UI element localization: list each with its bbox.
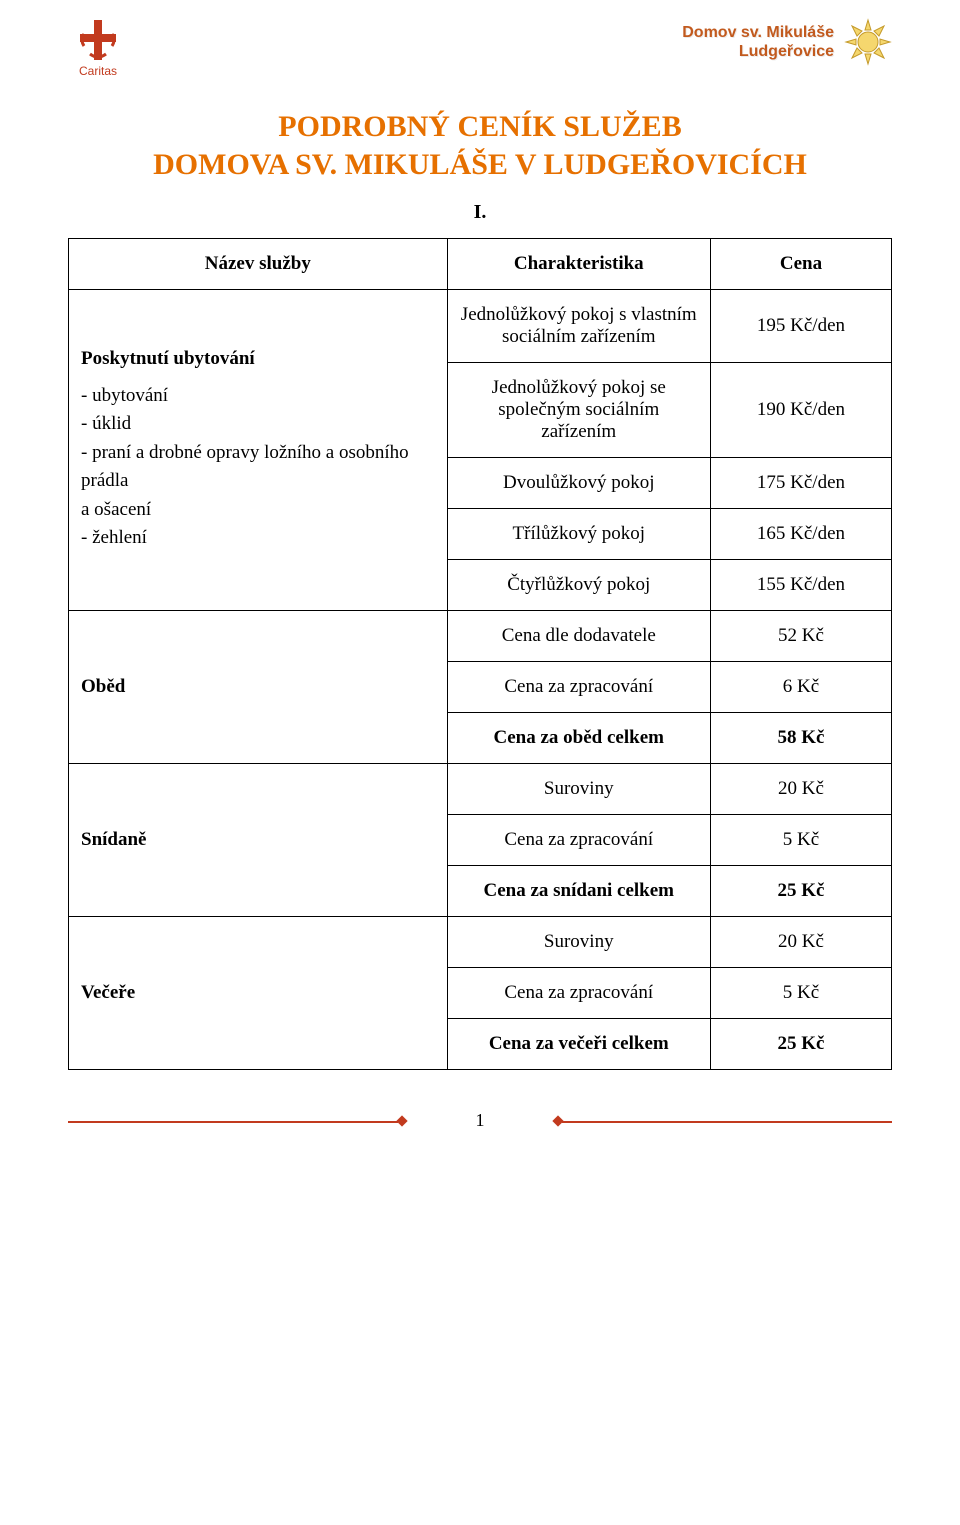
svc-dinner-name: Večeře bbox=[69, 917, 448, 1070]
svc-accommodation-desc: - ubytování - úklid - praní a drobné opr… bbox=[81, 382, 435, 553]
dinner-price-0: 20 Kč bbox=[710, 917, 891, 968]
acc-price-1: 190 Kč/den bbox=[710, 363, 891, 458]
title-block: PODROBNÝ CENÍK SLUŽEB DOMOVA SV. MIKULÁŠ… bbox=[68, 108, 892, 224]
breakfast-char-2: Cena za snídani celkem bbox=[447, 866, 710, 917]
caritas-label: Caritas bbox=[68, 64, 128, 78]
header-right: Domov sv. Mikuláše Ludgeřovice bbox=[682, 18, 892, 66]
desc-line: - ubytování bbox=[81, 382, 435, 411]
breakfast-price-0: 20 Kč bbox=[710, 764, 891, 815]
table-row: Snídaně Suroviny 20 Kč bbox=[69, 764, 892, 815]
acc-char-2: Dvoulůžkový pokoj bbox=[447, 458, 710, 509]
header: Caritas Domov sv. Mikuláše Ludgeřovice bbox=[68, 18, 892, 78]
acc-char-3: Třílůžkový pokoj bbox=[447, 509, 710, 560]
desc-line: a ošacení bbox=[81, 496, 435, 525]
desc-line: - úklid bbox=[81, 410, 435, 439]
lunch-price-0: 52 Kč bbox=[710, 611, 891, 662]
lunch-price-2: 58 Kč bbox=[710, 713, 891, 764]
acc-price-4: 155 Kč/den bbox=[710, 560, 891, 611]
section-number: I. bbox=[68, 201, 892, 224]
table-row: Poskytnutí ubytování - ubytování - úklid… bbox=[69, 290, 892, 363]
desc-line: - žehlení bbox=[81, 524, 435, 553]
acc-price-3: 165 Kč/den bbox=[710, 509, 891, 560]
dinner-price-2: 25 Kč bbox=[710, 1019, 891, 1070]
dinner-char-0: Suroviny bbox=[447, 917, 710, 968]
th-price: Cena bbox=[710, 239, 891, 290]
dinner-price-1: 5 Kč bbox=[710, 968, 891, 1019]
th-name: Název služby bbox=[69, 239, 448, 290]
title-line2: DOMOVA SV. MIKULÁŠE V LUDGEŘOVICÍCH bbox=[68, 146, 892, 184]
lunch-price-1: 6 Kč bbox=[710, 662, 891, 713]
caritas-cross-icon bbox=[76, 18, 120, 62]
svc-accommodation-cell: Poskytnutí ubytování - ubytování - úklid… bbox=[69, 290, 448, 611]
acc-char-1: Jednolůžkový pokoj se společným sociální… bbox=[447, 363, 710, 458]
caritas-logo: Caritas bbox=[68, 18, 128, 78]
acc-price-0: 195 Kč/den bbox=[710, 290, 891, 363]
svc-breakfast-name: Snídaně bbox=[69, 764, 448, 917]
sun-icon bbox=[844, 18, 892, 66]
acc-price-2: 175 Kč/den bbox=[710, 458, 891, 509]
lunch-char-2: Cena za oběd celkem bbox=[447, 713, 710, 764]
desc-line: - praní a drobné opravy ložního a osobní… bbox=[81, 439, 435, 496]
table-row: Večeře Suroviny 20 Kč bbox=[69, 917, 892, 968]
table-row: Oběd Cena dle dodavatele 52 Kč bbox=[69, 611, 892, 662]
svc-accommodation-name: Poskytnutí ubytování bbox=[81, 348, 435, 370]
table-head-row: Název služby Charakteristika Cena bbox=[69, 239, 892, 290]
acc-char-4: Čtyřlůžkový pokoj bbox=[447, 560, 710, 611]
domov-text: Domov sv. Mikuláše Ludgeřovice bbox=[682, 23, 834, 61]
breakfast-price-1: 5 Kč bbox=[710, 815, 891, 866]
page: Caritas Domov sv. Mikuláše Ludgeřovice bbox=[0, 0, 960, 1161]
breakfast-char-0: Suroviny bbox=[447, 764, 710, 815]
dinner-char-2: Cena za večeři celkem bbox=[447, 1019, 710, 1070]
diamond-icon bbox=[553, 1115, 564, 1126]
dinner-char-1: Cena za zpracování bbox=[447, 968, 710, 1019]
price-table: Název služby Charakteristika Cena Poskyt… bbox=[68, 238, 892, 1070]
th-char: Charakteristika bbox=[447, 239, 710, 290]
svc-lunch-name: Oběd bbox=[69, 611, 448, 764]
acc-char-0: Jednolůžkový pokoj s vlastním sociálním … bbox=[447, 290, 710, 363]
breakfast-price-2: 25 Kč bbox=[710, 866, 891, 917]
page-number-bar: 1 bbox=[68, 1110, 892, 1131]
domov-line2: Ludgeřovice bbox=[682, 42, 834, 61]
title-line1: PODROBNÝ CENÍK SLUŽEB bbox=[68, 108, 892, 146]
lunch-char-0: Cena dle dodavatele bbox=[447, 611, 710, 662]
diamond-icon bbox=[396, 1115, 407, 1126]
breakfast-char-1: Cena za zpracování bbox=[447, 815, 710, 866]
page-number: 1 bbox=[476, 1110, 485, 1130]
lunch-char-1: Cena za zpracování bbox=[447, 662, 710, 713]
domov-line1: Domov sv. Mikuláše bbox=[682, 23, 834, 42]
